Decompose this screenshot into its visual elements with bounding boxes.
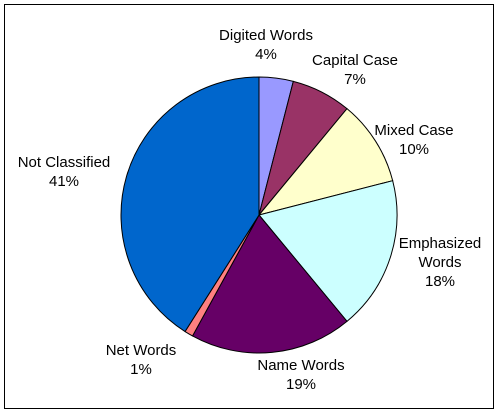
- pie-slices: [120, 76, 398, 354]
- pie-slice-name-words: [191, 214, 348, 354]
- pie-slice-emphasized-words: [258, 180, 398, 323]
- slice-label-emphasized-words: Emphasized Words 18%: [399, 235, 482, 290]
- slice-label-capital-case: Capital Case 7%: [312, 52, 398, 88]
- pie-slice-mixed-case: [257, 107, 394, 216]
- slice-label-digited-words: Digited Words 4%: [219, 27, 313, 63]
- slice-label-net-words: Net Words 1%: [106, 342, 177, 378]
- slice-label-not-classified: Not Classified 41%: [18, 154, 111, 190]
- pie-labels: Digited Words 4% Capital Case 7% Mixed Case 1…: [18, 27, 482, 393]
- slice-label-name-words: Name Words 19%: [257, 357, 344, 393]
- pie-slice-not-classified: [120, 76, 260, 333]
- slice-label-mixed-case: Mixed Case 10%: [374, 122, 453, 158]
